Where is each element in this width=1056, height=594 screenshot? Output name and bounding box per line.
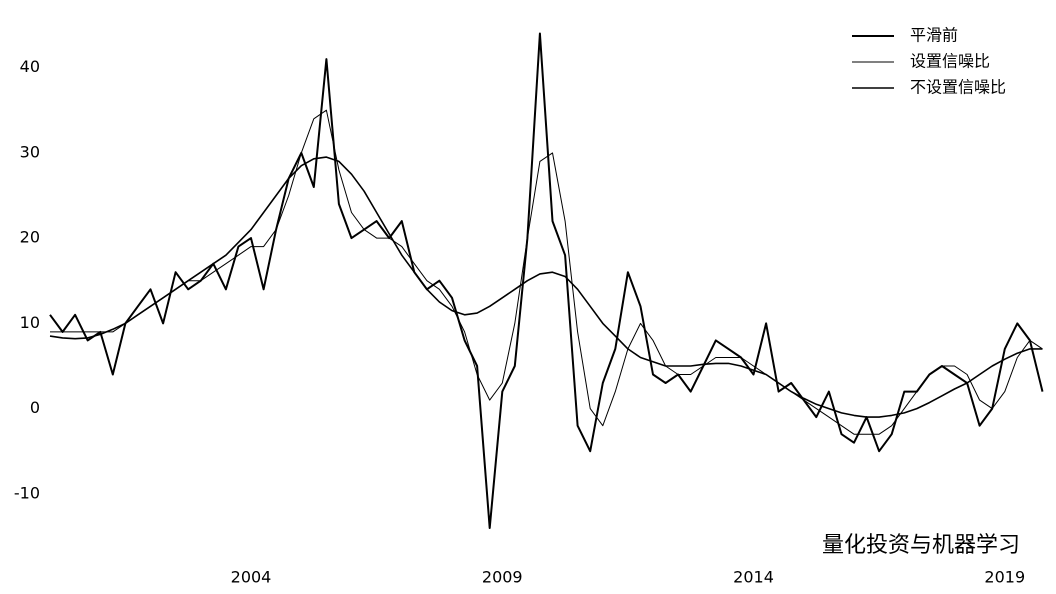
y-tick-label: 10 bbox=[20, 313, 40, 332]
x-tick-label: 2009 bbox=[482, 568, 523, 587]
data-line bbox=[49, 156, 1043, 418]
legend-label: 不设置信噪比 bbox=[910, 78, 1006, 97]
y-tick-label: -10 bbox=[14, 483, 40, 502]
x-tick-label: 2014 bbox=[733, 568, 774, 587]
y-tick-label: 40 bbox=[20, 57, 40, 76]
x-tick-label: 2019 bbox=[984, 568, 1025, 587]
y-tick-label: 0 bbox=[30, 398, 40, 417]
watermark: 量化投资与机器学习 bbox=[822, 533, 1020, 558]
legend-label: 平滑前 bbox=[910, 26, 958, 45]
y-tick-label: 20 bbox=[20, 228, 40, 247]
y-tick-label: 30 bbox=[20, 142, 40, 161]
data-line bbox=[49, 32, 1044, 529]
x-tick-label: 2004 bbox=[231, 568, 272, 587]
data-line bbox=[50, 109, 1043, 435]
legend-label: 设置信噪比 bbox=[910, 52, 990, 71]
